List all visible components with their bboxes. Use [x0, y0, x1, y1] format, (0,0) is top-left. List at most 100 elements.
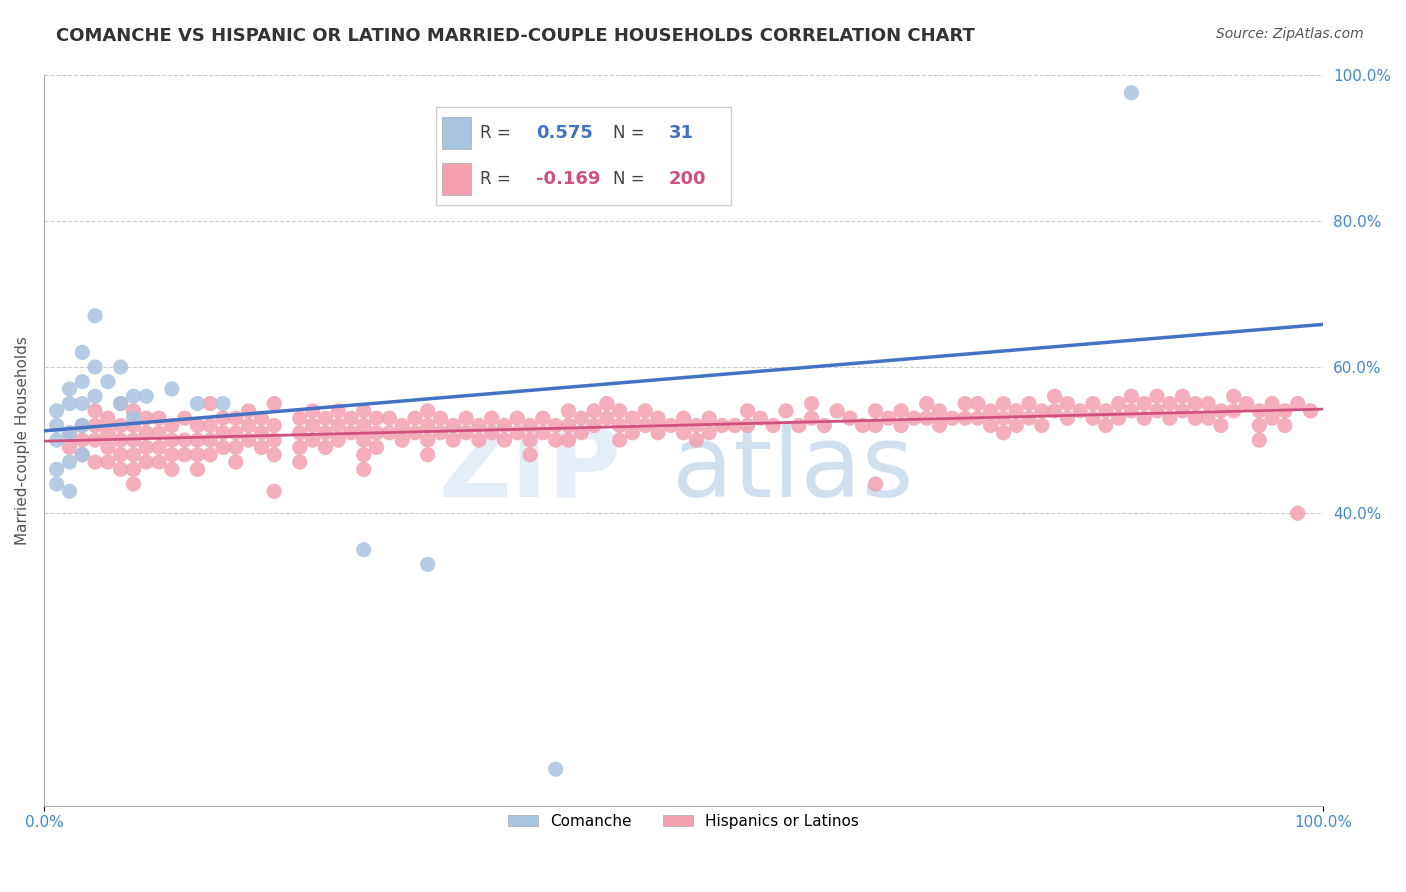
- Point: [1146, 404, 1168, 418]
- Point: [72, 345, 94, 359]
- Point: [481, 411, 503, 425]
- Point: [416, 448, 439, 462]
- Text: N =: N =: [613, 170, 650, 188]
- Point: [877, 411, 900, 425]
- Point: [72, 448, 94, 462]
- Point: [122, 411, 145, 425]
- Text: -0.169: -0.169: [536, 170, 600, 188]
- Point: [122, 448, 145, 462]
- Point: [557, 418, 579, 433]
- Point: [544, 762, 567, 776]
- Point: [263, 484, 285, 499]
- Point: [200, 448, 222, 462]
- Point: [353, 542, 375, 557]
- Point: [353, 462, 375, 476]
- Point: [72, 396, 94, 410]
- Point: [84, 404, 107, 418]
- Point: [1069, 404, 1091, 418]
- Point: [1171, 389, 1194, 403]
- Point: [148, 441, 170, 455]
- Point: [966, 396, 988, 410]
- Point: [454, 411, 477, 425]
- Point: [135, 411, 157, 425]
- Point: [672, 411, 695, 425]
- Point: [697, 411, 720, 425]
- Point: [173, 433, 195, 447]
- Point: [72, 448, 94, 462]
- Point: [353, 433, 375, 447]
- Point: [58, 425, 80, 440]
- Point: [110, 418, 132, 433]
- Point: [416, 433, 439, 447]
- Point: [647, 411, 669, 425]
- Point: [366, 441, 388, 455]
- Point: [454, 425, 477, 440]
- Point: [404, 425, 426, 440]
- Point: [1005, 404, 1028, 418]
- Point: [865, 477, 887, 491]
- Point: [160, 448, 183, 462]
- Point: [685, 433, 707, 447]
- Point: [301, 433, 323, 447]
- Point: [1209, 418, 1232, 433]
- Y-axis label: Married-couple Households: Married-couple Households: [15, 335, 30, 544]
- Point: [328, 433, 350, 447]
- Point: [378, 411, 401, 425]
- Point: [122, 462, 145, 476]
- Point: [1043, 389, 1066, 403]
- Point: [1299, 404, 1322, 418]
- Point: [1133, 396, 1156, 410]
- Point: [97, 455, 120, 469]
- Point: [58, 441, 80, 455]
- Point: [301, 418, 323, 433]
- Point: [314, 425, 336, 440]
- Point: [84, 433, 107, 447]
- Point: [1249, 433, 1271, 447]
- Point: [890, 418, 912, 433]
- Point: [569, 411, 592, 425]
- Point: [160, 433, 183, 447]
- Point: [58, 484, 80, 499]
- Point: [800, 411, 823, 425]
- Point: [980, 418, 1002, 433]
- Point: [58, 396, 80, 410]
- Point: [993, 396, 1015, 410]
- Text: N =: N =: [613, 124, 650, 142]
- Point: [1197, 411, 1219, 425]
- Point: [1286, 396, 1309, 410]
- Point: [1171, 404, 1194, 418]
- Point: [1159, 396, 1181, 410]
- FancyBboxPatch shape: [436, 107, 731, 205]
- Point: [609, 433, 631, 447]
- Point: [468, 433, 491, 447]
- Point: [84, 418, 107, 433]
- Point: [582, 404, 605, 418]
- Point: [1249, 404, 1271, 418]
- Point: [97, 441, 120, 455]
- Point: [353, 448, 375, 462]
- Point: [263, 433, 285, 447]
- Point: [340, 411, 363, 425]
- Point: [250, 441, 273, 455]
- Point: [1222, 389, 1244, 403]
- Point: [813, 418, 835, 433]
- Point: [391, 433, 413, 447]
- Point: [1121, 86, 1143, 100]
- Point: [838, 411, 860, 425]
- Point: [122, 389, 145, 403]
- Point: [84, 455, 107, 469]
- Point: [1018, 411, 1040, 425]
- Point: [110, 396, 132, 410]
- Bar: [441, 117, 471, 149]
- Point: [672, 425, 695, 440]
- Point: [1056, 411, 1078, 425]
- Point: [263, 448, 285, 462]
- Point: [1081, 396, 1104, 410]
- Point: [519, 418, 541, 433]
- Point: [1261, 411, 1284, 425]
- Point: [609, 418, 631, 433]
- Text: Source: ZipAtlas.com: Source: ZipAtlas.com: [1216, 27, 1364, 41]
- Point: [288, 411, 311, 425]
- Point: [1056, 396, 1078, 410]
- Text: COMANCHE VS HISPANIC OR LATINO MARRIED-COUPLE HOUSEHOLDS CORRELATION CHART: COMANCHE VS HISPANIC OR LATINO MARRIED-C…: [56, 27, 976, 45]
